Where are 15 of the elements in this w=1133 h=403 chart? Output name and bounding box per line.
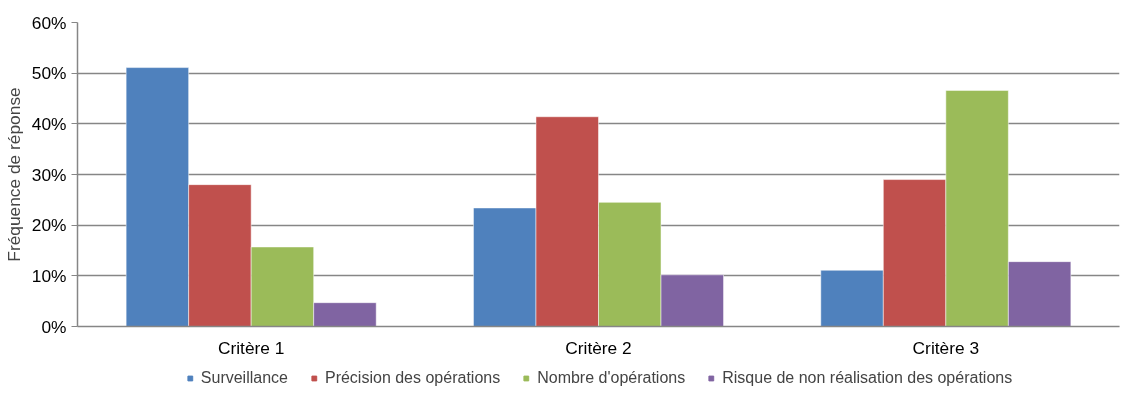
y-tick-label: 10% xyxy=(31,265,67,286)
y-axis-title: Fréquence de réponse xyxy=(3,87,24,262)
y-tick-label: 60% xyxy=(31,12,67,33)
y-tick-label: 50% xyxy=(31,63,67,84)
legend-label: Surveillance xyxy=(200,369,288,387)
y-tick-label: 20% xyxy=(31,215,67,236)
legend-label: Précision des opérations xyxy=(324,369,501,387)
x-tick-label: Critère 3 xyxy=(912,337,980,358)
y-tick-label: 30% xyxy=(31,164,67,185)
x-tick-label: Critère 1 xyxy=(217,337,285,358)
legend-label: Risque de non réalisation des opérations xyxy=(722,369,1013,387)
x-tick-label: Critère 2 xyxy=(565,337,632,358)
legend-label: Nombre d'opérations xyxy=(537,369,686,387)
y-tick-label: 0% xyxy=(41,316,67,337)
y-tick-label: 40% xyxy=(31,113,67,134)
